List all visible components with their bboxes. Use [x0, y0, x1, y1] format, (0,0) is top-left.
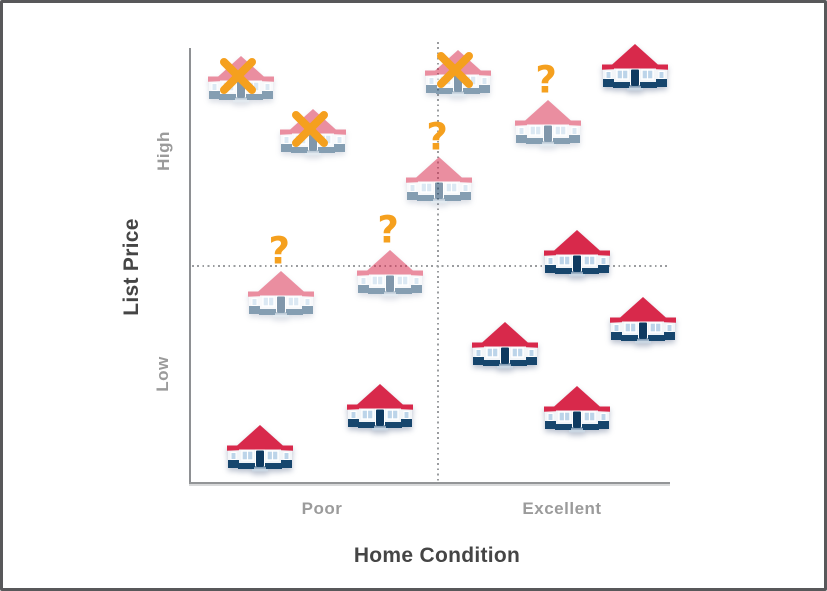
house-icon [610, 297, 677, 344]
x-mark [215, 53, 261, 99]
x-axis-tick-poor: Poor [301, 499, 343, 518]
quadrant-divider-vertical [437, 42, 440, 482]
house-icon [471, 321, 538, 369]
house-icon [357, 250, 424, 297]
x-mark [432, 47, 478, 93]
house-icon [347, 383, 414, 431]
question-mark-icon: ? [268, 229, 290, 273]
house-icon [227, 425, 294, 472]
house-point [610, 296, 677, 344]
house-point [357, 249, 424, 297]
x-axis-tick-excellent: Excellent [522, 499, 602, 518]
quadrant-divider-horizontal [192, 265, 667, 268]
house-icon [406, 157, 473, 204]
house-point [515, 99, 582, 147]
house-point [471, 321, 538, 369]
house-icon [601, 44, 668, 91]
house-point [543, 229, 610, 277]
house-icon [543, 230, 610, 277]
x-mark-icon [219, 58, 256, 95]
y-axis-line [189, 48, 191, 485]
x-mark-icon [436, 51, 473, 88]
x-axis-line [189, 482, 670, 484]
x-axis-title: Home Condition [353, 544, 521, 567]
house-icon [248, 270, 315, 318]
house-point [601, 43, 668, 91]
house-point [227, 424, 294, 472]
house-point [248, 270, 315, 318]
x-mark [287, 106, 333, 152]
question-mark-icon: ? [426, 115, 448, 159]
question-mark-icon: ? [535, 58, 557, 102]
house-icon [543, 386, 610, 433]
house-icon [515, 99, 582, 147]
plot-area: ? [3, 3, 824, 588]
question-mark-icon: ? [377, 208, 399, 252]
x-mark-icon [291, 110, 328, 147]
house-point [406, 156, 473, 204]
house-point [543, 385, 610, 433]
house-point [347, 383, 414, 431]
